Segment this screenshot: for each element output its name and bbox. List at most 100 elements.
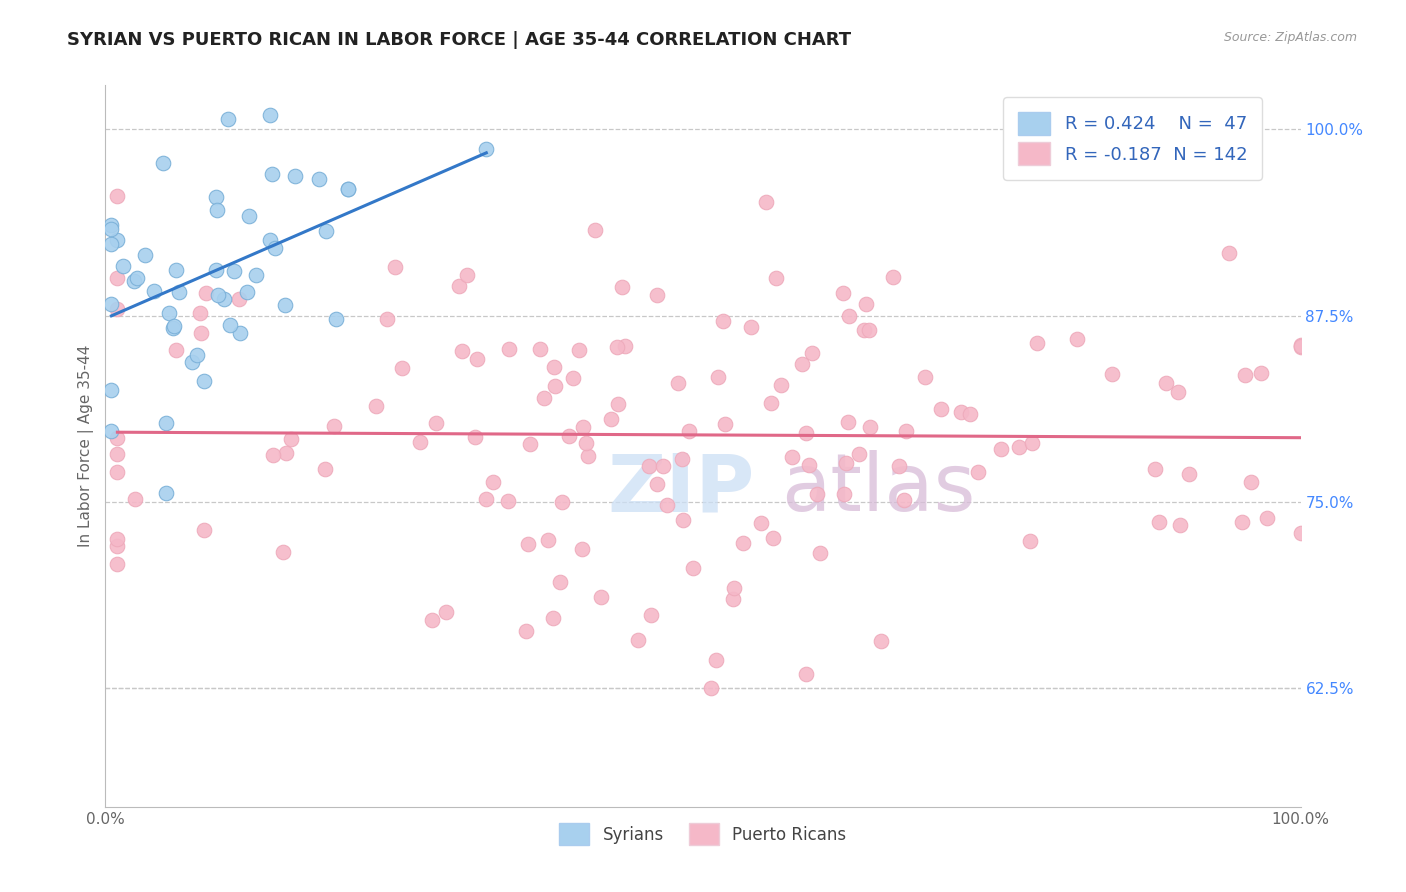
Point (434, 605, 457, 619)
Point (391, 361, 413, 376)
Point (548, 574, 571, 589)
Point (1240, 475, 1263, 489)
Point (607, 397, 630, 411)
Point (337, 182, 360, 196)
Point (740, 320, 762, 334)
Point (612, 280, 634, 294)
Point (723, 582, 745, 596)
Point (770, 378, 793, 392)
Point (456, 268, 478, 282)
Point (797, 458, 820, 472)
Point (731, 536, 754, 550)
Point (325, 312, 347, 326)
Point (806, 487, 828, 501)
Point (100, 218, 122, 232)
Point (870, 634, 893, 648)
Point (165, 263, 187, 277)
Point (678, 424, 700, 438)
Point (600, 412, 623, 426)
Point (262, 167, 284, 181)
Point (1289, 526, 1312, 541)
Point (205, 262, 228, 277)
Point (152, 156, 174, 170)
Text: atlas: atlas (780, 450, 974, 528)
Point (314, 462, 336, 476)
Point (1218, 246, 1240, 260)
Point (1156, 376, 1178, 391)
Point (519, 437, 541, 451)
Point (336, 182, 359, 196)
Point (1250, 366, 1272, 380)
Point (852, 323, 875, 337)
Point (134, 248, 156, 262)
Point (800, 346, 823, 360)
Point (409, 435, 432, 450)
Point (143, 285, 166, 299)
Point (162, 321, 184, 335)
Point (832, 487, 855, 501)
Point (195, 286, 218, 301)
Point (666, 376, 689, 391)
Point (375, 311, 398, 326)
Point (169, 285, 191, 299)
Point (645, 477, 668, 491)
Point (193, 523, 215, 537)
Point (536, 533, 558, 547)
Point (714, 417, 737, 431)
Point (181, 355, 204, 369)
Point (259, 107, 281, 121)
Point (496, 494, 519, 508)
Point (1168, 518, 1191, 533)
Point (107, 270, 129, 285)
Point (557, 429, 579, 443)
Point (700, 681, 723, 696)
Point (276, 446, 298, 460)
Point (259, 233, 281, 247)
Point (671, 452, 693, 467)
Point (127, 270, 149, 285)
Point (571, 420, 593, 434)
Point (107, 447, 129, 461)
Point (1289, 340, 1312, 354)
Point (228, 292, 250, 306)
Point (682, 561, 704, 575)
Point (855, 297, 877, 311)
Point (163, 319, 186, 334)
Point (107, 465, 129, 479)
Point (516, 537, 538, 551)
Point (482, 475, 505, 490)
Point (1289, 338, 1312, 352)
Point (1143, 462, 1166, 476)
Point (111, 259, 134, 273)
Point (837, 415, 859, 429)
Point (591, 591, 613, 605)
Point (100, 236, 122, 251)
Point (541, 611, 564, 625)
Point (165, 343, 187, 358)
Point (1167, 385, 1189, 400)
Point (262, 448, 284, 462)
Point (464, 430, 486, 444)
Point (222, 263, 245, 277)
Point (100, 221, 122, 235)
Point (475, 491, 498, 506)
Point (721, 592, 744, 607)
Point (652, 458, 675, 473)
Text: ZIP: ZIP (607, 450, 755, 528)
Point (551, 494, 574, 508)
Point (100, 383, 122, 397)
Point (859, 419, 882, 434)
Point (238, 209, 260, 223)
Point (1230, 516, 1253, 530)
Point (894, 424, 917, 438)
Point (838, 309, 860, 323)
Point (315, 224, 337, 238)
Point (1147, 515, 1170, 529)
Point (475, 142, 498, 156)
Point (107, 431, 129, 445)
Point (929, 402, 952, 417)
Point (606, 340, 628, 354)
Point (990, 442, 1012, 457)
Text: SYRIAN VS PUERTO RICAN IN LABOR FORCE | AGE 35-44 CORRELATION CHART: SYRIAN VS PUERTO RICAN IN LABOR FORCE | … (67, 31, 852, 49)
Point (1289, 339, 1312, 353)
